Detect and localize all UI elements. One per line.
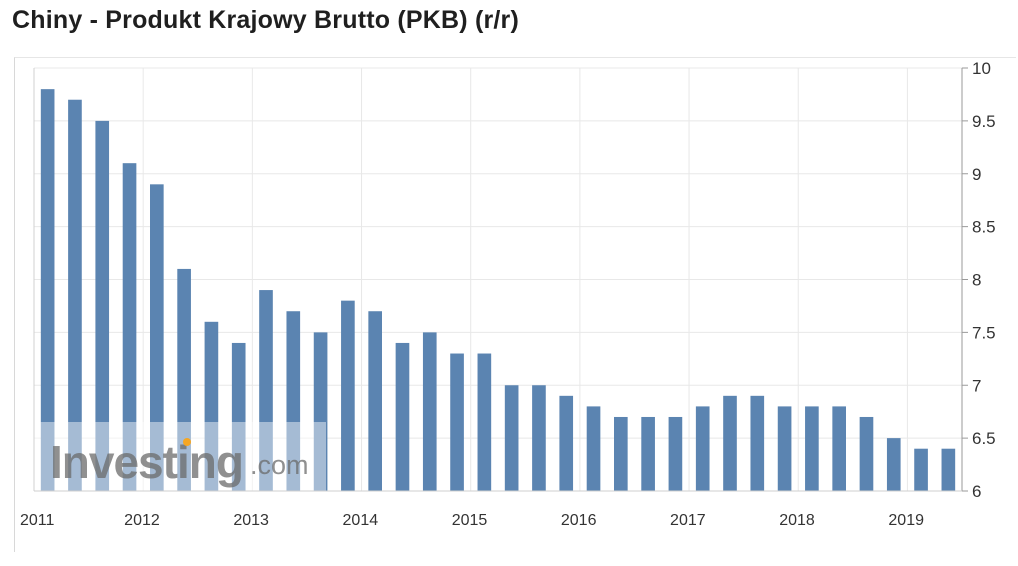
bar: [477, 353, 492, 491]
bar: [150, 184, 164, 491]
x-tick-label: 2018: [779, 512, 815, 529]
chart-title: Chiny - Produkt Krajowy Brutto (PKB) (r/…: [12, 6, 520, 34]
bar: [886, 438, 901, 491]
bar: [286, 311, 301, 491]
watermark-band: [34, 422, 326, 492]
bar: [368, 311, 382, 491]
bar: [559, 395, 574, 491]
bar: [777, 406, 792, 491]
bar: [504, 385, 519, 491]
bar: [95, 120, 110, 491]
x-tick-label: 2013: [233, 512, 269, 529]
bar: [859, 416, 874, 491]
x-tick-label: 2012: [124, 512, 160, 529]
bar: [395, 342, 410, 491]
bar: [177, 268, 191, 491]
bar: [68, 99, 82, 491]
y-tick-label: 9.5: [972, 112, 996, 131]
x-tick-label: 2014: [343, 512, 379, 529]
axis-layer: 6 6.5 7 7.5 8 8.5 9 9.5 10 2011 2012 2013 2014 2015 20…: [20, 59, 996, 529]
watermark-suffix: .com: [250, 450, 309, 480]
bar: [941, 448, 956, 491]
bar: [259, 290, 273, 491]
bar: [641, 416, 655, 491]
bar: [914, 448, 928, 491]
bar: [122, 163, 137, 492]
bar: [313, 332, 328, 491]
x-tick-label: 2011: [20, 512, 55, 529]
bars-layer: [40, 89, 956, 492]
investing-logo-watermark: Investing .com: [34, 422, 326, 492]
watermark-dot-icon: [183, 438, 191, 446]
y-tick-label: 9: [972, 165, 981, 184]
y-tick-label: 8.5: [972, 218, 996, 237]
y-tick-label: 7: [972, 376, 981, 395]
y-tick-label: 7.5: [972, 323, 996, 342]
y-tick-label: 10: [972, 59, 991, 78]
chart-frame: [14, 57, 1016, 552]
x-tick-label: 2017: [670, 512, 706, 529]
bar: [532, 385, 546, 491]
y-tick-label: 6.5: [972, 429, 996, 448]
bar: [341, 300, 355, 491]
bar: [695, 406, 710, 491]
bar: [614, 416, 628, 491]
x-tick-label: 2015: [452, 512, 488, 529]
bar: [723, 395, 737, 491]
bar: [750, 395, 765, 491]
bar: [231, 342, 246, 491]
x-tick-label: 2016: [561, 512, 597, 529]
y-tick-label: 8: [972, 271, 981, 290]
bar: [668, 416, 683, 491]
bar: [586, 406, 601, 491]
bar: [204, 321, 219, 491]
bar: [805, 406, 819, 491]
x-tick-label: 2019: [888, 512, 924, 529]
y-tick-label: 6: [972, 482, 981, 501]
bar: [450, 353, 464, 491]
bar: [832, 406, 846, 491]
watermark-brand: Investing: [50, 436, 243, 488]
bar: [40, 89, 55, 492]
bar: [422, 332, 437, 491]
